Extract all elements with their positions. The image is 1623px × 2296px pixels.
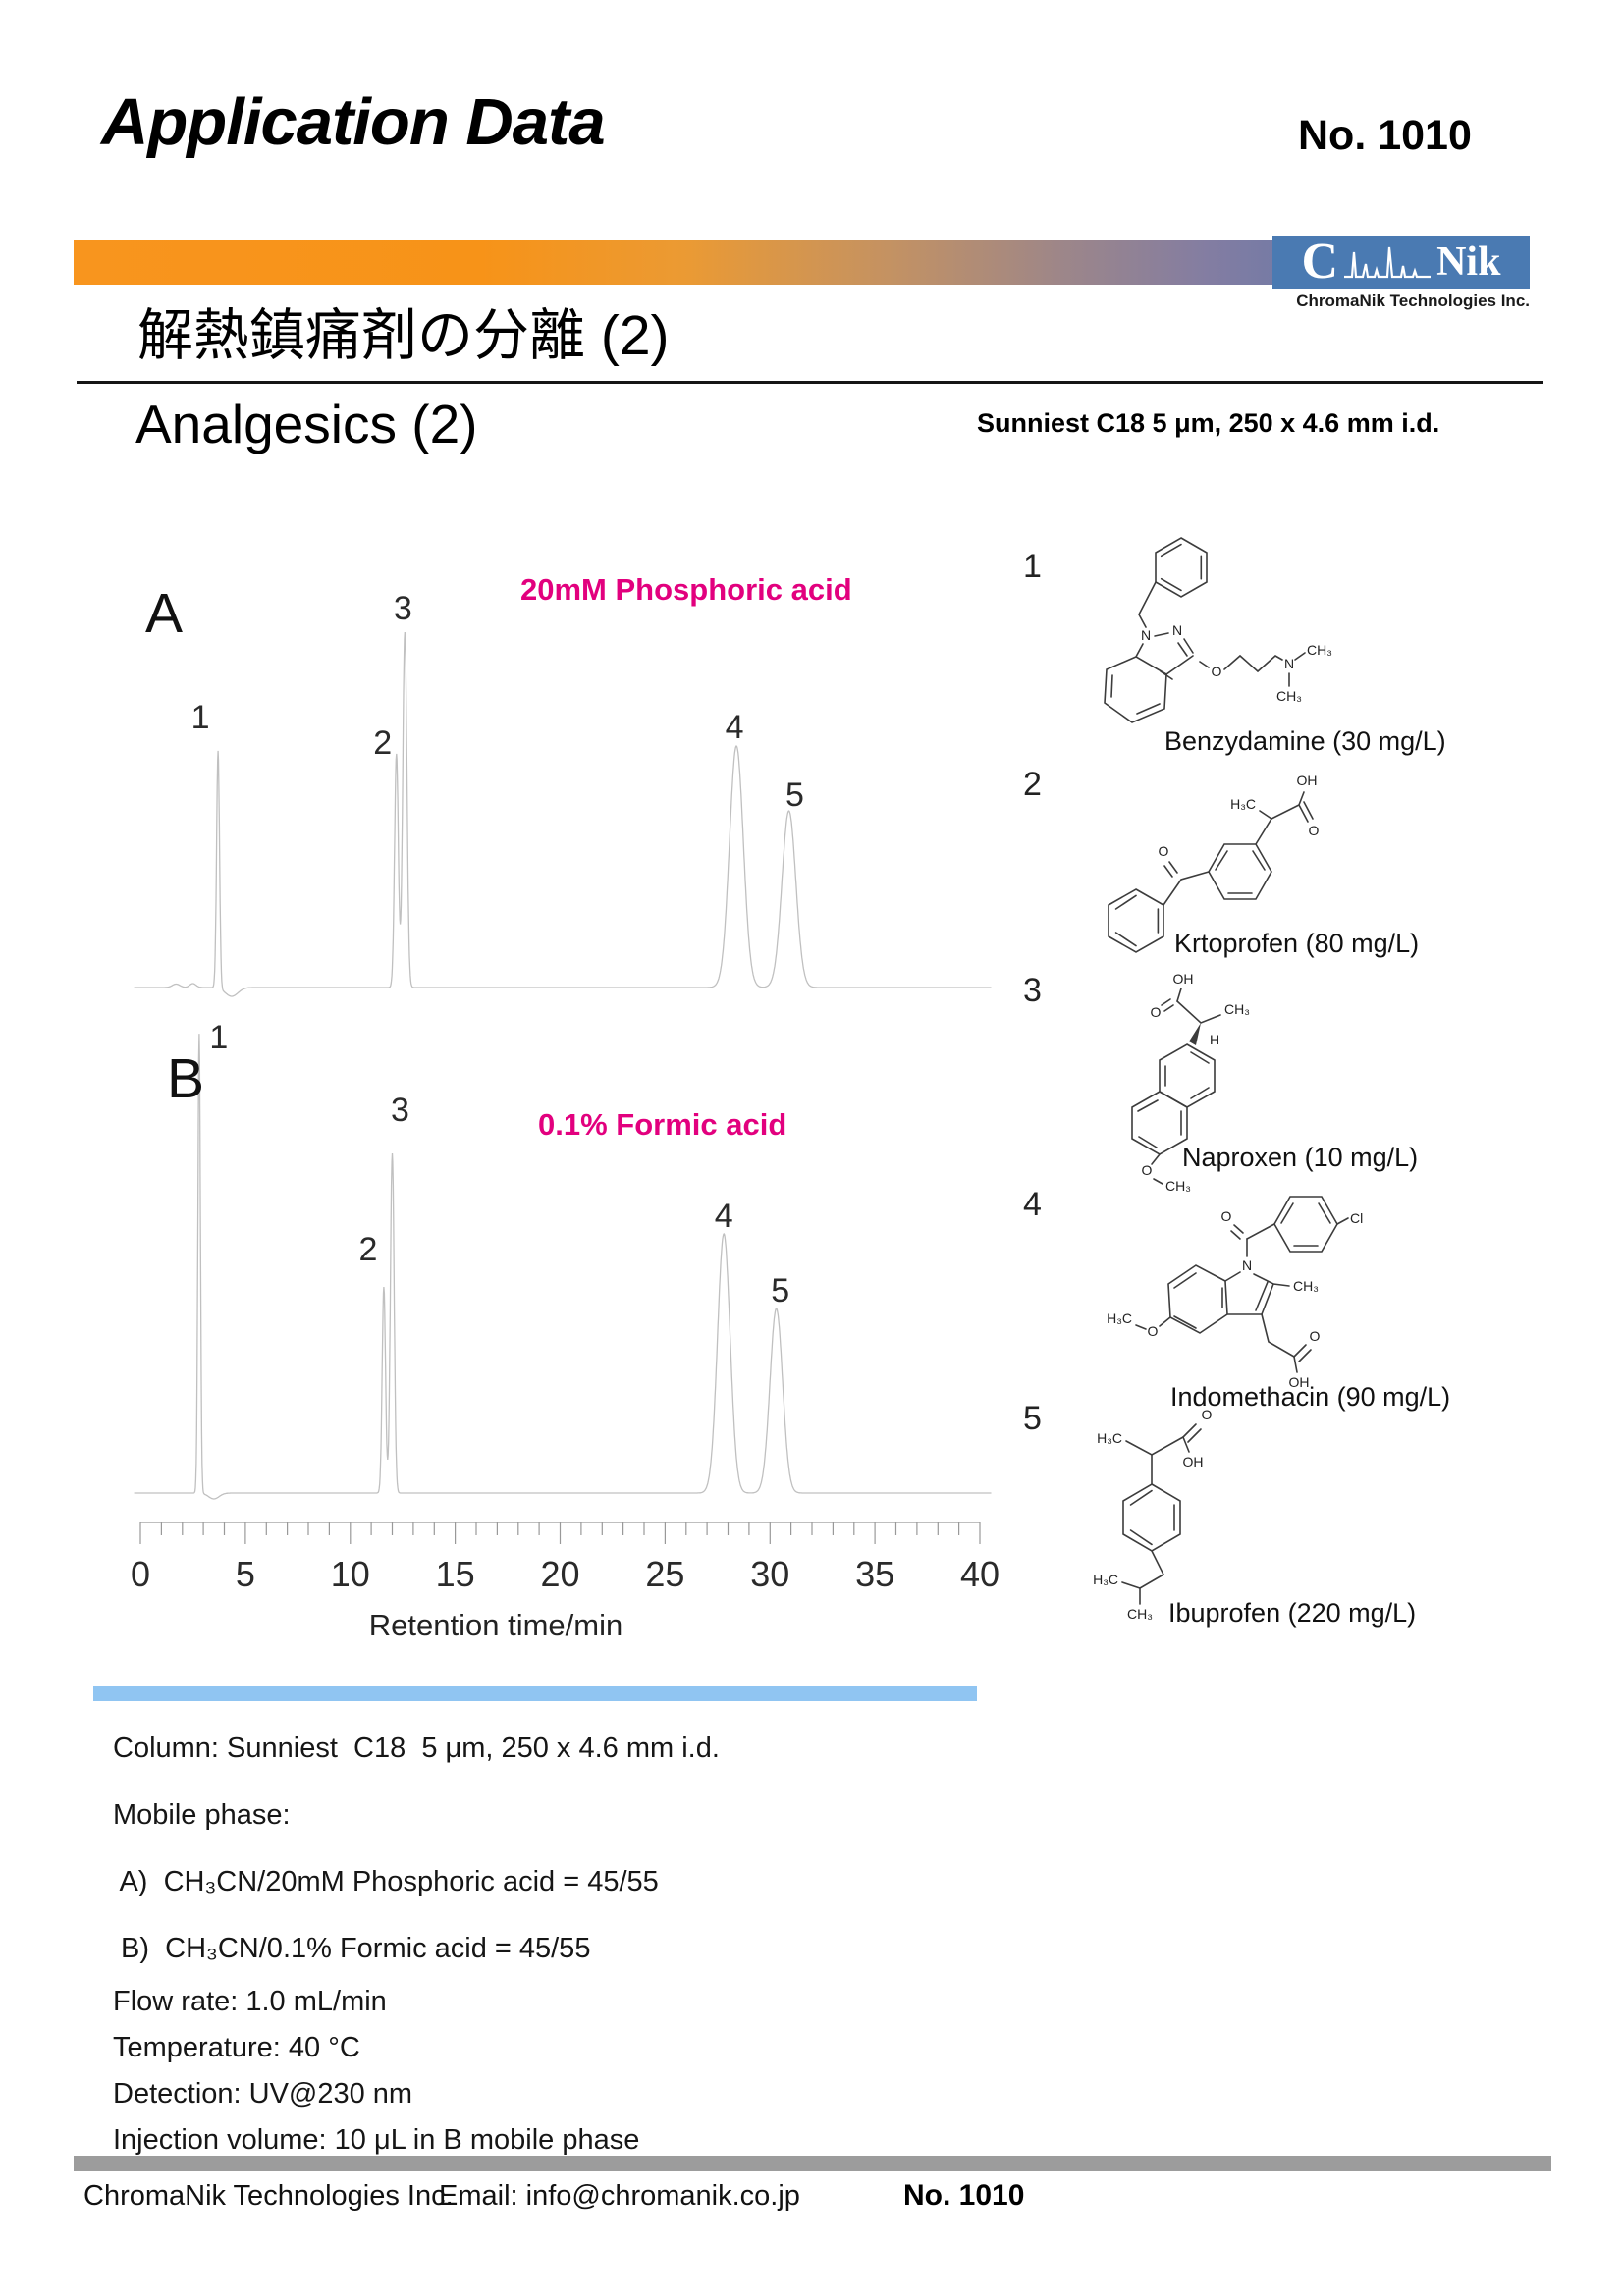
condition-label-a: 20mM Phosphoric acid: [520, 572, 852, 607]
compound-number-4: 4: [1023, 1186, 1042, 1223]
logo-letter-nik: Nik: [1436, 240, 1501, 285]
condition-mobile-phase: Mobile phase:: [113, 1799, 291, 1831]
atom-label: O: [1309, 823, 1320, 838]
column-info-header: Sunniest C18 5 μm, 250 x 4.6 mm i.d.: [977, 408, 1440, 438]
title-japanese: 解熱鎮痛剤の分離 (2): [137, 304, 670, 367]
atom-label: O: [1148, 1323, 1159, 1339]
atom-label: CH₃: [1293, 1278, 1319, 1294]
chromatogram-b-plot: [134, 1034, 992, 1500]
axis-tick-0: 0: [130, 1554, 151, 1594]
compound-name-naproxen: Naproxen (10 mg/L): [1182, 1143, 1419, 1172]
atom-label: OH: [1289, 1374, 1310, 1390]
footer-company: ChromaNik Technologies Inc.: [83, 2180, 454, 2212]
compound-number-2: 2: [1023, 766, 1042, 803]
time-axis-ticks: [139, 1522, 981, 1544]
axis-tick-30: 30: [750, 1554, 790, 1594]
page-title: Application Data: [101, 85, 606, 159]
title-english: Analgesics (2): [135, 394, 478, 454]
atom-label: CH₃: [1307, 642, 1332, 658]
atom-label: H₃C: [1107, 1310, 1132, 1326]
condition-mobile-phase-a: A) CH₃CN/20mM Phosphoric acid = 45/55: [113, 1866, 659, 1897]
chromatogram-b-curve: [134, 1034, 992, 1500]
atom-label: N: [1242, 1257, 1252, 1273]
compound-name-ibuprofen: Ibuprofen (220 mg/L): [1168, 1598, 1417, 1628]
peak-label-B-5: 5: [771, 1272, 790, 1309]
peak-label-A-1: 1: [190, 699, 210, 736]
condition-column: Column: Sunniest C18 5 μm, 250 x 4.6 mm …: [113, 1733, 720, 1764]
axis-tick-35: 35: [855, 1554, 895, 1594]
atom-label: CH₃: [1127, 1606, 1153, 1622]
peak-label-B-4: 4: [714, 1198, 733, 1235]
condition-temperature: Temperature: 40 °C: [113, 2032, 360, 2063]
atom-label: CH₃: [1224, 1001, 1250, 1017]
peak-label-B-2: 2: [358, 1231, 378, 1268]
compound-name-benzydamine: Benzydamine (30 mg/L): [1164, 726, 1446, 756]
chromatogram-a-curve: [134, 631, 992, 997]
doc-number-top: No. 1010: [1298, 112, 1472, 159]
condition-mobile-phase-b: B) CH₃CN/0.1% Formic acid = 45/55: [113, 1933, 591, 1964]
axis-tick-25: 25: [645, 1554, 685, 1594]
compound-name-krtoprofen: Krtoprofen (80 mg/L): [1174, 929, 1420, 958]
peak-label-A-4: 4: [725, 709, 744, 746]
atom-label: O: [1159, 843, 1169, 859]
x-axis-label: Retention time/min: [368, 1608, 623, 1642]
atom-label: O: [1142, 1162, 1153, 1178]
atom-label: O: [1202, 1407, 1213, 1422]
peak-label-B-3: 3: [391, 1092, 409, 1129]
atom-label: H₃C: [1097, 1430, 1122, 1446]
atom-label: OH: [1297, 773, 1318, 788]
atom-label: CH₃: [1276, 688, 1302, 704]
condition-label-b: 0.1% Formic acid: [538, 1107, 787, 1142]
structure-naproxen: OH O CH₃ H O CH₃: [1065, 968, 1330, 1196]
atom-label: N: [1284, 656, 1294, 671]
chromatogram-a-plot: [134, 631, 992, 997]
structure-indomethacin: Cl O N CH₃ O H₃C O OH: [1065, 1180, 1380, 1425]
footer-email: Email: info@chromanik.co.jp: [439, 2180, 800, 2212]
condition-detection: Detection: UV@230 nm: [113, 2078, 413, 2109]
peak-label-A-5: 5: [785, 776, 804, 814]
atom-label: H: [1210, 1032, 1219, 1047]
conditions-divider-bar: [93, 1686, 977, 1701]
compound-number-3: 3: [1023, 972, 1042, 1009]
logo-tagline: ChromaNik Technologies Inc.: [1296, 292, 1530, 310]
atom-label: O: [1310, 1328, 1321, 1344]
atom-label: H₃C: [1230, 796, 1256, 812]
chromatogram-b-letter: B: [167, 1047, 205, 1110]
compound-name-indomethacin: Indomethacin (90 mg/L): [1170, 1382, 1451, 1412]
atom-label: H₃C: [1093, 1572, 1118, 1587]
atom-label: N: [1172, 622, 1182, 638]
doc-number-bottom: No. 1010: [903, 2179, 1025, 2212]
time-axis-ruler: [139, 1522, 981, 1544]
logo-letter-c: C: [1301, 234, 1339, 290]
compound-number-5: 5: [1023, 1400, 1042, 1437]
logo-chromatogram-peaks-icon: [1344, 246, 1432, 279]
atom-label: OH: [1183, 1454, 1204, 1469]
atom-label: CH₃: [1165, 1178, 1191, 1194]
atom-label: OH: [1173, 971, 1194, 987]
structure-krtoprofen: O H₃C OH O: [1065, 762, 1330, 988]
atom-label: N: [1141, 627, 1151, 643]
peak-label-B-1: 1: [209, 1019, 229, 1056]
axis-tick-20: 20: [540, 1554, 580, 1594]
chromanik-logo: C Nik: [1272, 236, 1530, 289]
atom-label: O: [1221, 1208, 1232, 1224]
compound-number-1: 1: [1023, 548, 1042, 585]
axis-tick-5: 5: [235, 1554, 255, 1594]
atom-label: O: [1151, 1004, 1162, 1020]
structure-benzydamine: N N O N CH₃ CH₃: [1065, 528, 1332, 754]
peak-label-A-3: 3: [393, 590, 412, 627]
atom-label: O: [1212, 664, 1222, 679]
axis-tick-15: 15: [435, 1554, 475, 1594]
axis-tick-10: 10: [330, 1554, 370, 1594]
condition-injection-volume: Injection volume: 10 μL in B mobile phas…: [113, 2124, 640, 2156]
title-divider-line: [77, 381, 1543, 384]
footer-bar: [74, 2156, 1551, 2171]
axis-tick-40: 40: [959, 1554, 1001, 1594]
chromatogram-a-letter: A: [145, 582, 184, 645]
condition-flow-rate: Flow rate: 1.0 mL/min: [113, 1986, 387, 2017]
atom-label: Cl: [1350, 1210, 1363, 1226]
structure-ibuprofen: H₃C O OH H₃C CH₃: [1065, 1398, 1330, 1633]
peak-label-A-2: 2: [373, 724, 393, 762]
